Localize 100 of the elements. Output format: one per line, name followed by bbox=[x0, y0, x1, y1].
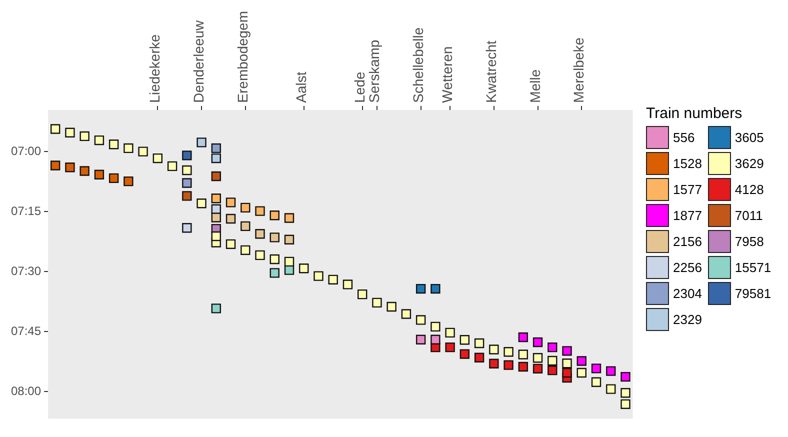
legend-label: 3629 bbox=[734, 156, 764, 171]
x-tick-label: Merelbeke bbox=[570, 37, 587, 103]
point bbox=[108, 140, 119, 150]
point bbox=[620, 372, 630, 382]
point bbox=[562, 346, 572, 356]
point bbox=[620, 399, 630, 410]
point bbox=[240, 202, 250, 213]
legend-label: 7958 bbox=[734, 234, 764, 249]
point bbox=[328, 274, 338, 285]
point bbox=[284, 234, 294, 244]
point bbox=[80, 166, 90, 176]
point bbox=[416, 284, 426, 294]
legend-label: 1577 bbox=[673, 182, 702, 197]
point bbox=[532, 353, 543, 363]
point bbox=[518, 362, 528, 372]
point bbox=[532, 364, 543, 374]
point bbox=[416, 334, 426, 344]
point bbox=[211, 212, 221, 222]
point bbox=[94, 135, 104, 146]
legend-label: 7011 bbox=[734, 208, 763, 223]
point bbox=[255, 206, 265, 216]
legend-label: 2329 bbox=[673, 312, 702, 327]
point bbox=[606, 384, 616, 394]
legend-label: 1877 bbox=[673, 208, 702, 223]
point bbox=[240, 221, 250, 232]
point bbox=[284, 213, 294, 223]
y-tick-label: 08:00 bbox=[11, 384, 42, 398]
x-tick-label: Kwatrecht bbox=[482, 40, 499, 103]
point bbox=[620, 388, 630, 398]
point bbox=[518, 350, 528, 360]
point bbox=[50, 124, 60, 134]
point bbox=[124, 176, 134, 186]
point bbox=[401, 309, 412, 319]
point bbox=[562, 358, 572, 368]
legend-label: 79581 bbox=[734, 286, 772, 301]
point bbox=[182, 150, 192, 160]
y-tick-label: 07:00 bbox=[11, 144, 42, 158]
point bbox=[138, 146, 148, 156]
point bbox=[445, 328, 455, 338]
point bbox=[606, 366, 616, 376]
legend-label: 2156 bbox=[673, 234, 702, 249]
point bbox=[255, 229, 265, 239]
point bbox=[314, 271, 324, 281]
point bbox=[416, 315, 426, 325]
point bbox=[196, 138, 206, 148]
point bbox=[548, 342, 558, 352]
y-tick-label: 07:15 bbox=[11, 204, 42, 218]
legend-label: 3605 bbox=[734, 130, 764, 145]
point bbox=[211, 171, 221, 182]
point bbox=[255, 250, 265, 260]
point bbox=[226, 214, 236, 224]
point bbox=[124, 143, 134, 154]
point bbox=[211, 153, 221, 164]
point bbox=[211, 304, 221, 314]
point bbox=[504, 360, 514, 370]
point bbox=[548, 366, 558, 376]
point bbox=[270, 232, 280, 242]
point bbox=[386, 302, 396, 312]
point bbox=[445, 342, 455, 352]
point bbox=[299, 264, 309, 274]
point bbox=[94, 170, 104, 180]
point bbox=[226, 239, 236, 250]
point bbox=[342, 280, 353, 290]
point bbox=[489, 344, 499, 354]
legend-label: 2304 bbox=[673, 286, 702, 301]
point bbox=[226, 198, 236, 208]
point bbox=[430, 284, 440, 294]
point bbox=[167, 161, 178, 172]
x-tick-label: Melle bbox=[526, 69, 543, 103]
legend-label: 15571 bbox=[734, 260, 772, 275]
point bbox=[211, 231, 221, 242]
point bbox=[196, 198, 206, 208]
point bbox=[182, 191, 192, 201]
point bbox=[460, 335, 470, 345]
point bbox=[80, 131, 90, 142]
point bbox=[182, 223, 192, 233]
point bbox=[50, 160, 60, 170]
point bbox=[372, 298, 382, 308]
point bbox=[211, 194, 221, 204]
point bbox=[532, 337, 543, 348]
point bbox=[270, 268, 280, 278]
point bbox=[270, 210, 280, 220]
point bbox=[430, 322, 440, 332]
x-tick-label: Schellebelle bbox=[410, 27, 426, 103]
point bbox=[270, 254, 280, 264]
x-tick-label: Denderleeuw bbox=[190, 19, 207, 103]
point bbox=[504, 347, 514, 357]
legend-label: 1528 bbox=[673, 156, 702, 171]
point bbox=[518, 332, 528, 342]
point bbox=[562, 368, 572, 378]
y-tick-label: 07:45 bbox=[11, 324, 42, 338]
point bbox=[182, 178, 192, 188]
point bbox=[430, 334, 440, 344]
point bbox=[358, 289, 368, 300]
point bbox=[182, 165, 192, 176]
point bbox=[576, 368, 586, 378]
legend-title: Train numbers bbox=[646, 104, 744, 122]
x-tick-label: Wetteren bbox=[439, 46, 456, 103]
point bbox=[489, 358, 499, 368]
point bbox=[152, 153, 163, 164]
